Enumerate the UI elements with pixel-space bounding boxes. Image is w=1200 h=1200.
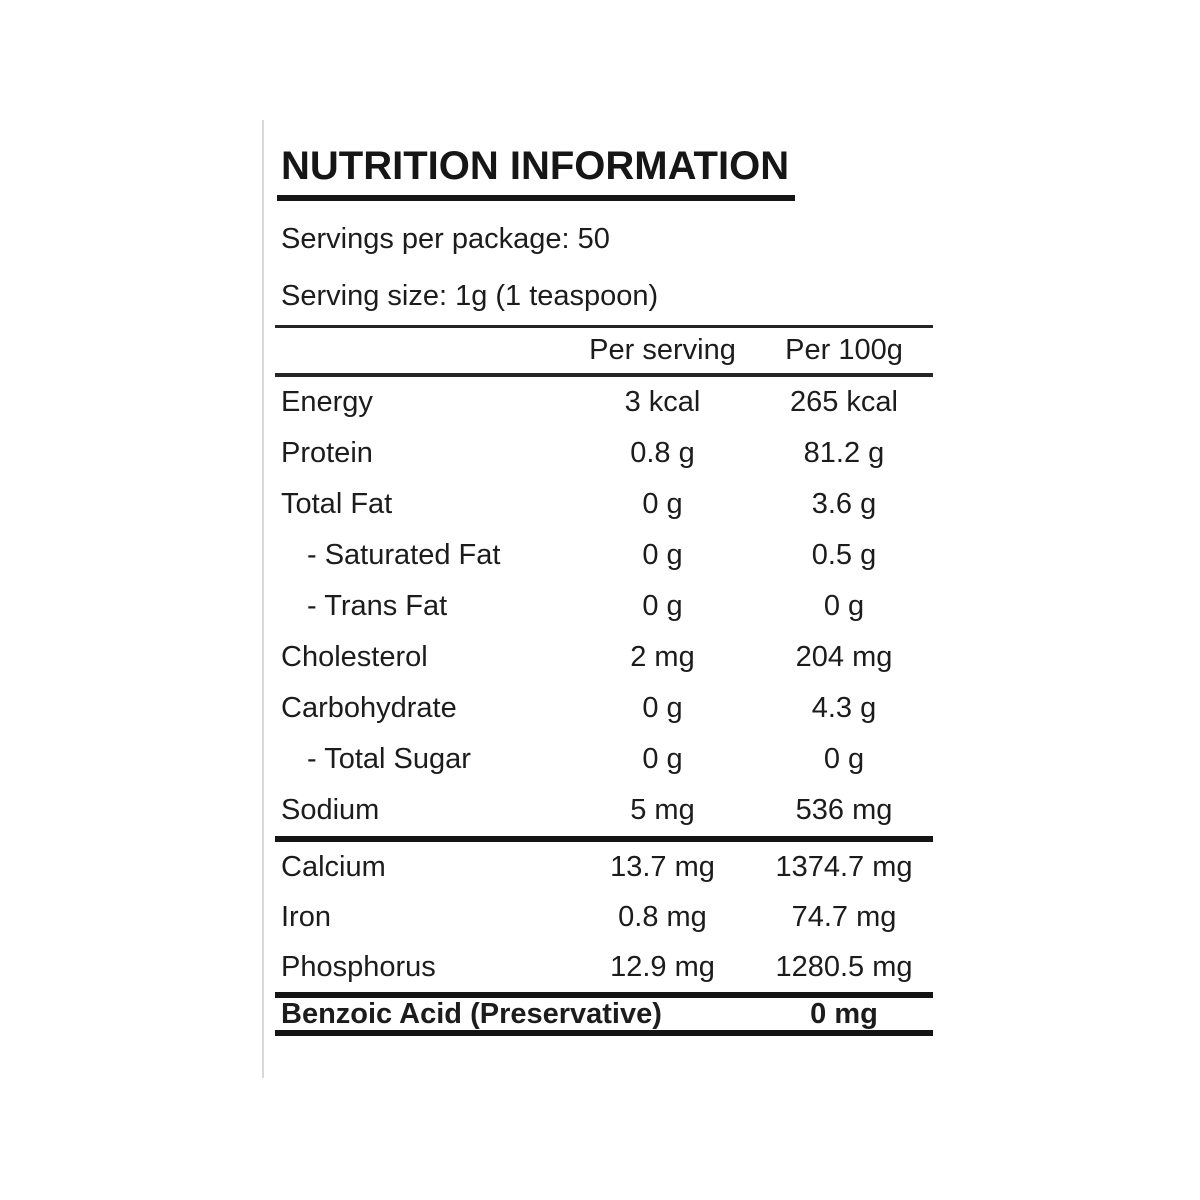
mineral-row-calcium: Calcium 13.7 mg 1374.7 mg [275, 842, 933, 892]
per-serving-value: 0 g [642, 590, 683, 622]
nutrient-row-protein: Protein 0.8 g 81.2 g [275, 428, 933, 479]
per-serving-value: 13.7 mg [610, 850, 715, 883]
per-serving-value: 2 mg [630, 641, 695, 673]
nutrition-label: NUTRITION INFORMATION Servings per packa… [275, 143, 933, 1036]
per-100g-value: 0 g [823, 743, 865, 775]
per-serving-value: 0 g [642, 539, 683, 571]
nutrient-row-total-sugar: - Total Sugar 0 g 0 g [275, 734, 933, 785]
left-border-line [262, 120, 264, 1078]
nutrient-row-energy: Energy 3 kcal 265 kcal [275, 377, 933, 428]
nutrient-row-sodium: Sodium 5 mg 536 mg [275, 785, 933, 836]
nutrient-table-body: Energy 3 kcal 265 kcal Protein 0.8 g 81.… [275, 373, 933, 836]
per-100g-value: 4.3 g [811, 692, 877, 724]
nutrient-row-total-fat: Total Fat 0 g 3.6 g [275, 479, 933, 530]
per-serving-value: 0 g [642, 488, 683, 520]
per-100g-value: 265 kcal [789, 386, 898, 418]
nutrient-name: - Trans Fat [307, 590, 448, 622]
nutrient-name: Total Fat [281, 488, 393, 520]
per-100g-value: 74.7 mg [791, 900, 897, 933]
preservative-name: Benzoic Acid (Preservative) [281, 998, 662, 1030]
col-header-per-serving: Per serving [589, 334, 736, 366]
preservative-row: Benzoic Acid (Preservative) 0 mg [275, 992, 933, 1036]
per-100g-value: 1280.5 mg [775, 950, 913, 983]
per-serving-value: 5 mg [630, 794, 695, 826]
mineral-row-iron: Iron 0.8 mg 74.7 mg [275, 892, 933, 942]
col-header-per-100g: Per 100g [785, 334, 903, 366]
minerals-section: Calcium 13.7 mg 1374.7 mg Iron 0.8 mg 74… [275, 836, 933, 992]
nutrient-name: Iron [281, 900, 331, 933]
per-serving-value: 0 g [642, 743, 683, 775]
nutrient-name: - Total Sugar [307, 743, 471, 775]
nutrient-name: Phosphorus [281, 950, 436, 983]
per-100g-value: 0.5 g [811, 539, 877, 571]
servings-per-package: Servings per package: 50 [281, 223, 610, 255]
per-serving-value: 0.8 g [630, 437, 695, 469]
per-serving-value: 0 g [642, 692, 683, 724]
per-100g-value: 0 g [823, 590, 865, 622]
per-100g-value: 536 mg [795, 794, 893, 826]
label-title: NUTRITION INFORMATION [277, 143, 796, 201]
per-serving-value: 0.8 mg [618, 900, 707, 933]
nutrient-name: Cholesterol [281, 641, 428, 673]
per-100g-value: 204 mg [795, 641, 893, 673]
nutrient-name: Carbohydrate [281, 692, 457, 724]
nutrient-name: - Saturated Fat [307, 539, 501, 571]
nutrient-row-cholesterol: Cholesterol 2 mg 204 mg [275, 632, 933, 683]
per-100g-value: 3.6 g [811, 488, 877, 520]
preservative-value: 0 mg [810, 998, 878, 1030]
nutrient-name: Energy [281, 386, 373, 418]
nutrient-row-saturated-fat: - Saturated Fat 0 g 0.5 g [275, 530, 933, 581]
mineral-row-phosphorus: Phosphorus 12.9 mg 1280.5 mg [275, 942, 933, 992]
nutrient-name: Sodium [281, 794, 380, 826]
nutrient-name: Calcium [281, 850, 386, 883]
per-serving-value: 3 kcal [624, 386, 701, 418]
nutrient-name: Protein [281, 437, 373, 469]
per-100g-value: 81.2 g [803, 437, 885, 469]
per-100g-value: 1374.7 mg [775, 850, 913, 883]
nutrient-row-carbohydrate: Carbohydrate 0 g 4.3 g [275, 683, 933, 734]
per-serving-value: 12.9 mg [610, 950, 715, 983]
nutrient-row-trans-fat: - Trans Fat 0 g 0 g [275, 581, 933, 632]
table-header-row: Per serving Per 100g [275, 325, 933, 373]
serving-size: Serving size: 1g (1 teaspoon) [281, 280, 659, 312]
